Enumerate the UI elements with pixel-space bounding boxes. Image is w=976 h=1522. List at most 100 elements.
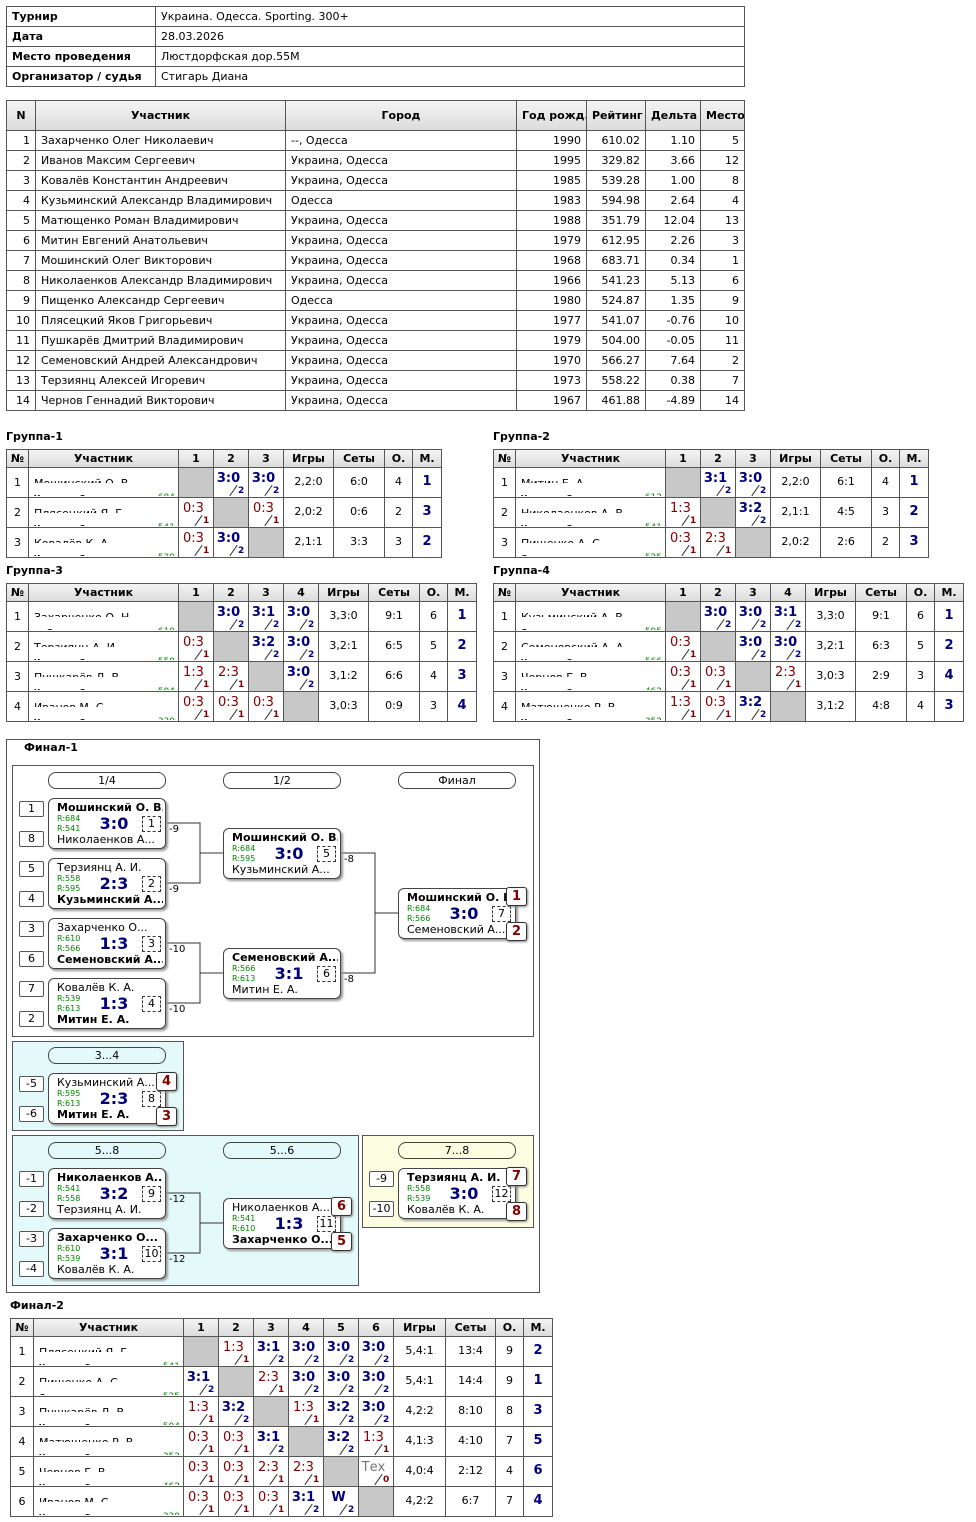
stat: 3,1:2	[805, 691, 856, 722]
header-cell: Рейтинг	[586, 100, 646, 131]
player-rating: 541	[616, 514, 662, 526]
participant-cell: 504.00	[586, 330, 646, 351]
score: 3:1	[256, 1430, 281, 1445]
score: 3:2	[326, 1400, 351, 1415]
player-2: Митин Е. А.	[57, 1108, 130, 1121]
seed: 5	[19, 861, 44, 877]
final-place: 5	[331, 1232, 352, 1251]
seed: -2	[19, 1201, 44, 1217]
rating-2: R:541	[57, 824, 81, 833]
score: 2:3	[99, 1089, 129, 1108]
participant-cell: 1985	[516, 170, 587, 191]
header-cell: 2	[700, 449, 736, 468]
seed: -1	[19, 1171, 44, 1187]
header-cell: М.	[934, 583, 964, 602]
rating-1: R:595	[57, 1089, 81, 1098]
rating-1: R:684	[232, 844, 256, 853]
participant: Митин Е. А.Украина, Одесса613	[515, 467, 666, 498]
result-cell	[288, 1426, 324, 1457]
score: 3:1	[256, 1340, 281, 1355]
tour: 2	[313, 1385, 320, 1395]
stat: 6:7	[445, 1486, 496, 1517]
tour: 2	[348, 1445, 355, 1455]
score: 3:0	[738, 605, 763, 620]
header-cell: Участник	[28, 583, 179, 602]
player-city: Украина, Одесса	[39, 1503, 139, 1515]
result-cell: 0:3 1	[665, 527, 701, 558]
stat: 5	[419, 631, 448, 662]
match: Николаенков А... R:541 3:2 R:558 Терзиянц А.…	[48, 1168, 166, 1219]
place: 2	[447, 631, 477, 662]
participant-cell: 683.71	[586, 250, 646, 271]
info-label: Место проведения	[6, 46, 156, 67]
participant: Захарченко О. Н.--, Одесса610	[28, 601, 179, 632]
stat: 4:8	[855, 691, 907, 722]
score: 3:0	[738, 471, 763, 486]
participant-cell: Плясецкий Яков Григорьевич	[35, 310, 286, 331]
header-cell: Игры	[805, 583, 856, 602]
row-number: 4	[493, 691, 516, 722]
place: 1	[447, 601, 477, 632]
loser-goes: -12	[169, 1194, 186, 1205]
tour: 2	[273, 486, 280, 496]
result-cell: 3:0 2	[735, 467, 771, 498]
player-name: Кузьминский А. В.	[521, 603, 661, 617]
tour: 1	[273, 516, 280, 526]
participant-cell: 1	[6, 130, 36, 151]
result-cell: 3:0 2	[735, 601, 771, 632]
player-rating: 566	[616, 648, 662, 660]
player-name: Матющенко Р. В.	[39, 1428, 179, 1442]
score: 3:0	[286, 665, 311, 680]
participant-cell: 6	[6, 230, 36, 251]
participant-cell: --, Одесса	[285, 130, 517, 151]
seed: 6	[19, 951, 44, 967]
stat: 4,2:2	[393, 1486, 446, 1517]
score: 0:3	[253, 501, 274, 516]
player-rating: 541	[129, 514, 175, 526]
header-cell: 3	[735, 583, 771, 602]
player-city: Украина, Одесса	[521, 484, 621, 496]
tour: 1	[208, 1475, 215, 1485]
seed: 3	[19, 921, 44, 937]
result-cell: 1:3 1	[218, 1336, 254, 1367]
stat: 2:9	[855, 661, 907, 692]
participant: Матющенко Р. В.Украина, Одесса352	[33, 1426, 184, 1457]
stat: 4:10	[445, 1426, 496, 1457]
result-cell: 2:3 1	[213, 661, 249, 692]
rating-1: R:541	[57, 1184, 81, 1193]
player-city: Одесса	[521, 544, 621, 556]
result-cell: 1:3 1	[178, 661, 214, 692]
tour: 0	[383, 1475, 390, 1485]
header-cell: Сеты	[368, 583, 420, 602]
participant-cell: 1973	[516, 370, 587, 391]
place: 3	[523, 1396, 553, 1427]
result-cell: 2:3 1	[700, 527, 736, 558]
tour: 2	[208, 1385, 215, 1395]
participant-cell: 1966	[516, 270, 587, 291]
final-place: 7	[506, 1167, 527, 1186]
rating-2: R:595	[57, 884, 81, 893]
result-cell: 3:0 2	[213, 601, 249, 632]
player-city: Украина, Одесса	[34, 514, 134, 526]
score: 3:0	[773, 635, 798, 650]
header-cell: Участник	[28, 449, 179, 468]
header-cell: 3	[248, 583, 284, 602]
rating-1: R:566	[232, 964, 256, 973]
score: 2:3	[258, 1460, 279, 1475]
participant-cell: 3	[700, 230, 745, 251]
header-cell: Сеты	[333, 449, 385, 468]
participant-cell: Украина, Одесса	[285, 330, 517, 351]
player-name: Николаенков А. В.	[521, 499, 661, 513]
result-cell: 3:0 2	[288, 1336, 324, 1367]
result-cell	[735, 661, 771, 692]
score: Тех	[361, 1460, 386, 1475]
participant-cell: 1970	[516, 350, 587, 371]
tour: 1	[278, 1505, 285, 1515]
result-cell: 3:0 2	[283, 661, 319, 692]
player-1: Кузьминский А...	[57, 1076, 155, 1089]
score: 0:3	[183, 501, 204, 516]
match-number: 6	[317, 966, 336, 982]
score: 0:3	[183, 635, 204, 650]
player-name: Ковалёв К. А.	[34, 529, 174, 543]
match: Мошинский О. В. R:684 3:0 R:541 Николаенков …	[48, 798, 166, 849]
